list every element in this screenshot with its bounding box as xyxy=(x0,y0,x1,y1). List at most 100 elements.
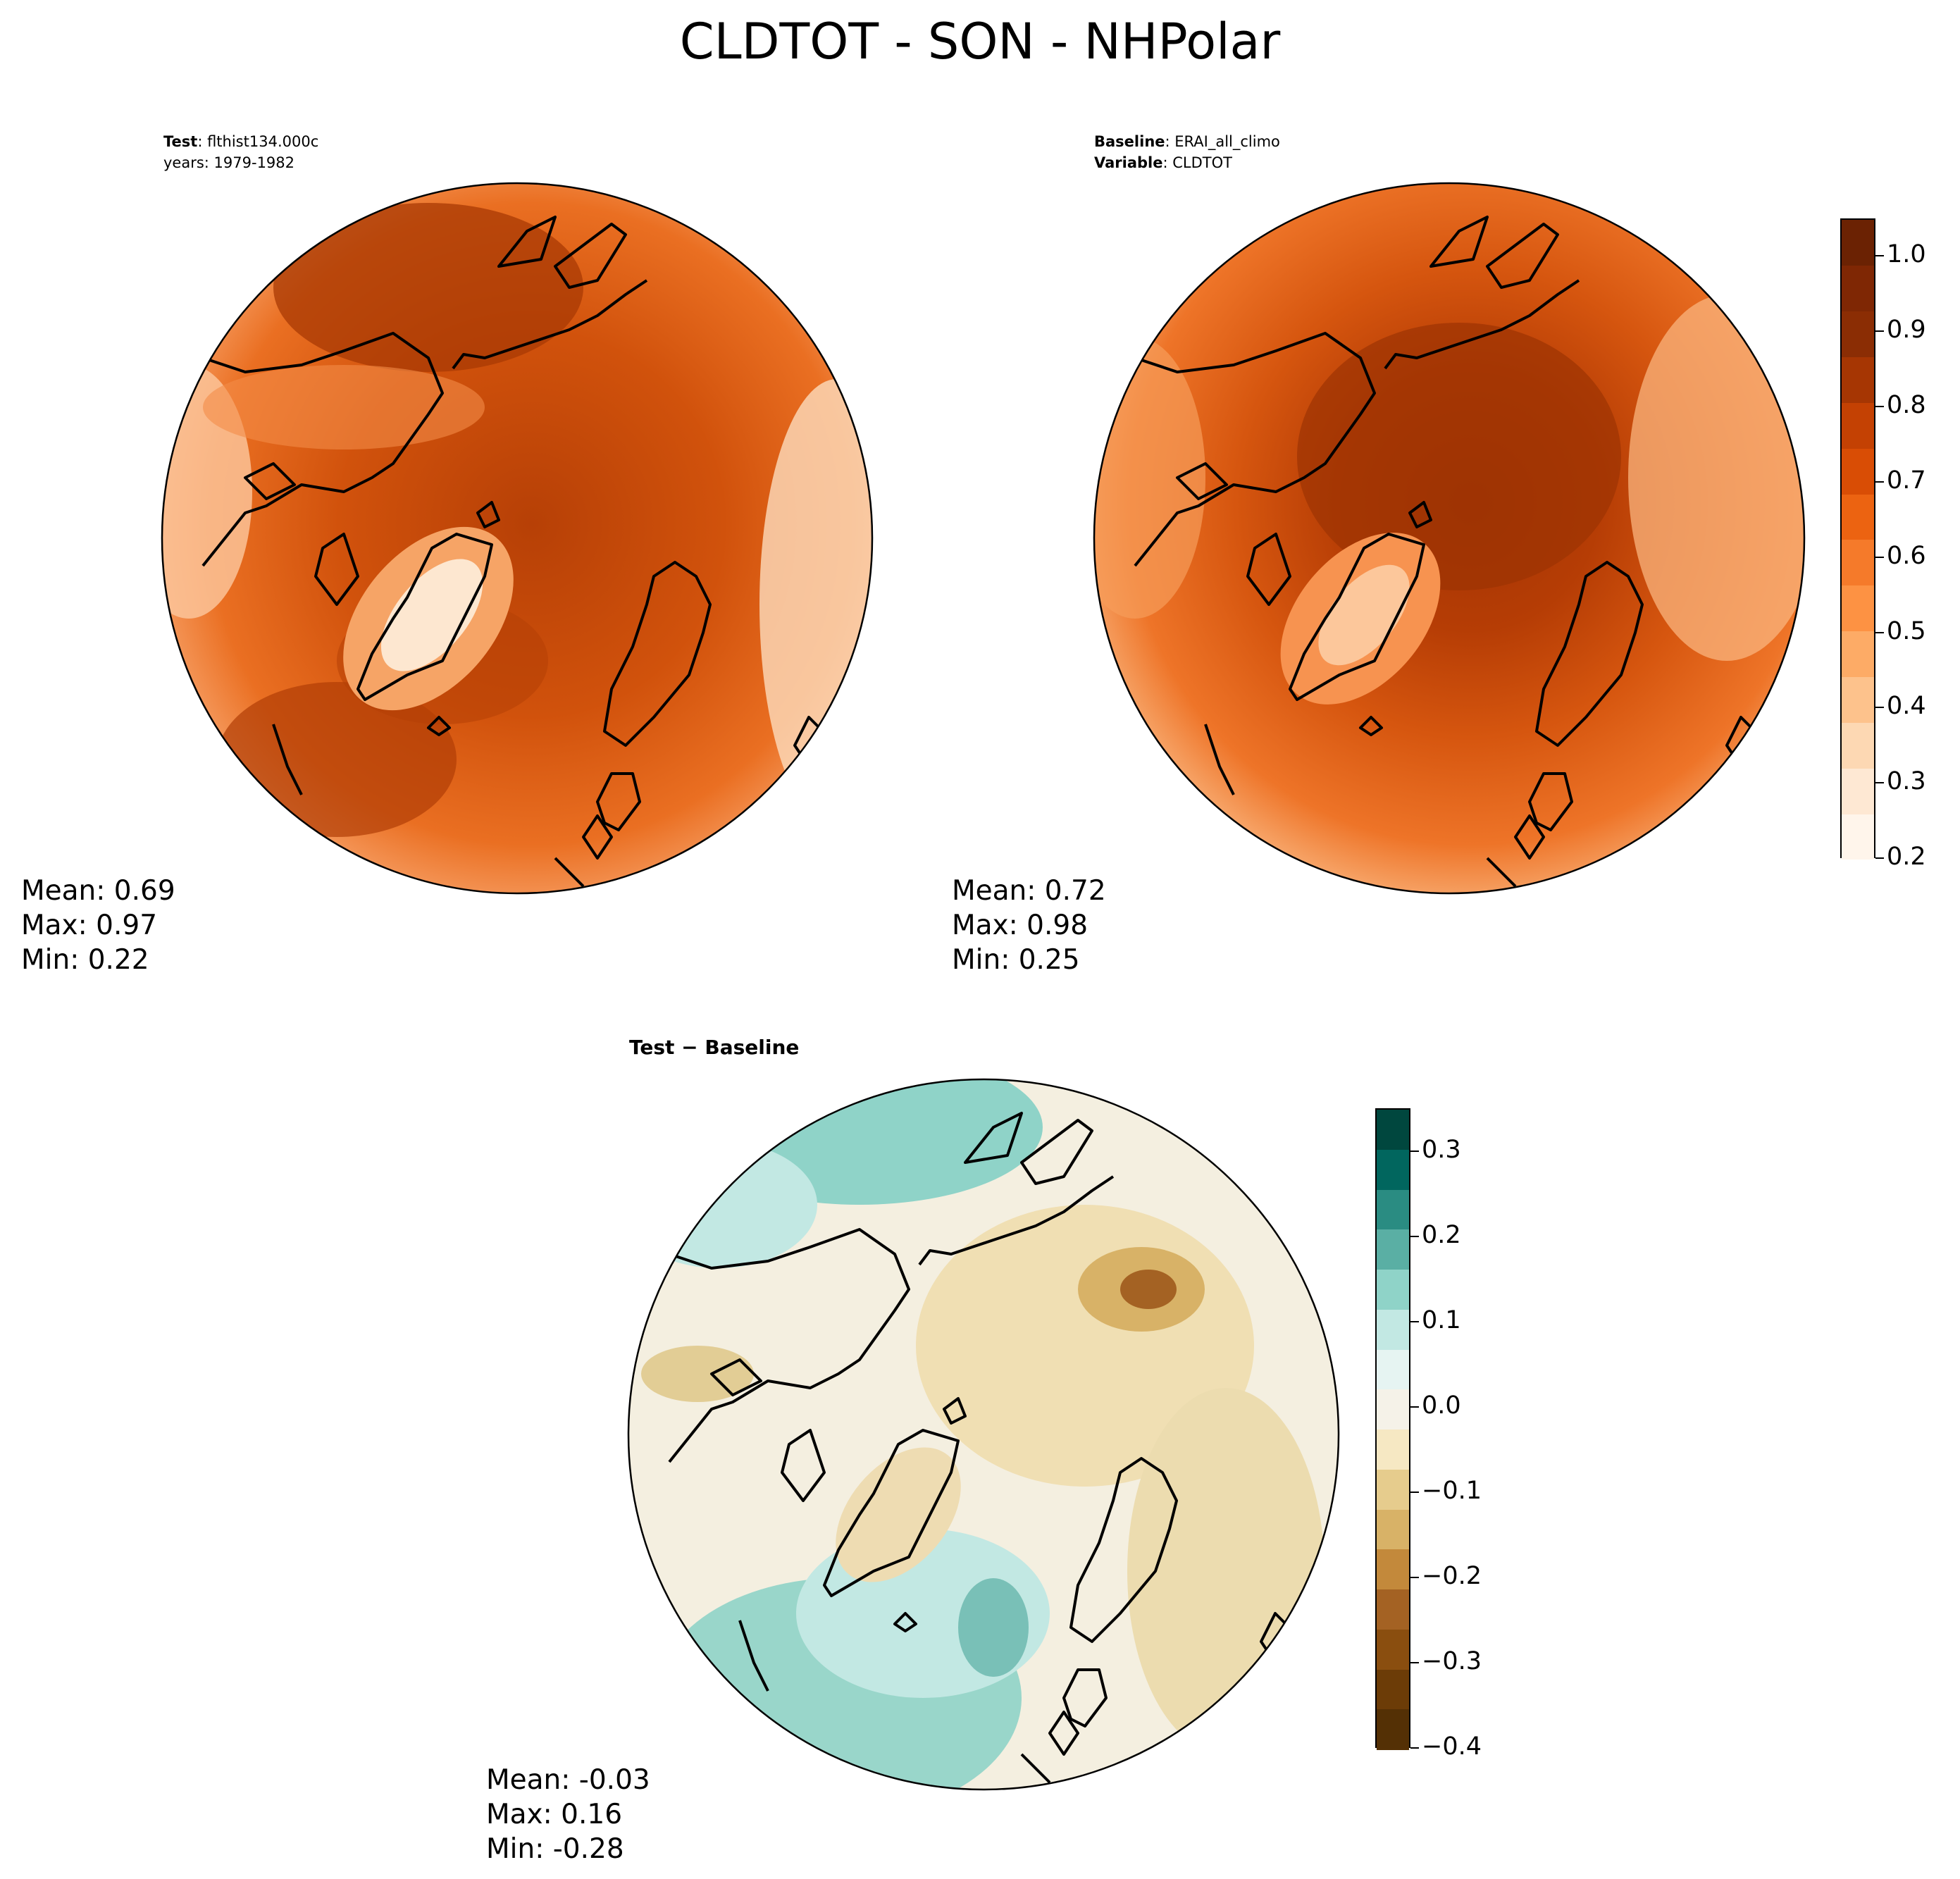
difference-positive-region xyxy=(628,1141,817,1268)
diff-colorbar-tick-label: 0.3 xyxy=(1422,1135,1461,1164)
test-coastlines xyxy=(201,216,824,888)
main-colorbar-band xyxy=(1842,402,1874,449)
main-colorbar-band xyxy=(1842,356,1874,403)
test-light-region xyxy=(203,365,485,449)
diff-colorbar-band xyxy=(1377,1629,1409,1670)
test-dark-region xyxy=(217,682,457,837)
test-greenland-min xyxy=(380,559,483,671)
baseline-dark-region xyxy=(1297,323,1621,590)
main-colorbar-tickmark xyxy=(1875,406,1884,408)
test-stats: Mean: 0.69 Max: 0.97 Min: 0.22 xyxy=(21,874,175,977)
main-colorbar-band xyxy=(1842,220,1874,266)
baseline-label-value: : ERAI_all_climo xyxy=(1165,133,1280,150)
baseline-polar-map xyxy=(1093,182,1806,895)
baseline-greenland-min xyxy=(1318,564,1410,666)
main-colorbar-tick-label: 1.0 xyxy=(1887,240,1926,269)
main-colorbar-tick-label: 0.5 xyxy=(1887,616,1926,645)
baseline-min: Min: 0.25 xyxy=(952,944,1080,976)
main-colorbar-tick-label: 0.9 xyxy=(1887,316,1926,345)
diff-colorbar-tick-label: 0.1 xyxy=(1422,1306,1461,1334)
diff-colorbar-band xyxy=(1377,1389,1409,1430)
diff-colorbar-tick-label: −0.2 xyxy=(1422,1561,1482,1590)
test-label-line: Test: flthist134.000c xyxy=(163,131,318,152)
test-min: Min: 0.22 xyxy=(21,944,149,976)
diff-colorbar-band xyxy=(1377,1549,1409,1590)
difference-colorbar xyxy=(1375,1108,1410,1750)
main-colorbar xyxy=(1840,218,1875,860)
main-colorbar-band xyxy=(1842,768,1874,814)
main-colorbar-band xyxy=(1842,448,1874,495)
diff-colorbar-tickmark xyxy=(1410,1661,1419,1663)
main-colorbar-tick-label: 0.6 xyxy=(1887,541,1926,570)
baseline-mean: Mean: 0.72 xyxy=(952,875,1106,907)
test-light-region xyxy=(759,379,872,830)
diff-colorbar-tickmark xyxy=(1410,1320,1419,1322)
main-colorbar-tick-label: 0.7 xyxy=(1887,466,1926,495)
diff-colorbar-band xyxy=(1377,1229,1409,1270)
diff-colorbar-tickmark xyxy=(1410,1747,1419,1749)
test-label-value: : flthist134.000c xyxy=(197,133,319,150)
baseline-stats: Mean: 0.72 Max: 0.98 Min: 0.25 xyxy=(952,874,1106,977)
test-years: years: 1979-1982 xyxy=(163,154,295,171)
difference-min: Min: -0.28 xyxy=(486,1833,624,1865)
difference-min-region xyxy=(1120,1270,1177,1309)
baseline-variable-line: Variable: CLDTOT xyxy=(1094,152,1280,173)
baseline-light-region xyxy=(1094,337,1205,619)
baseline-variable-value: : CLDTOT xyxy=(1162,154,1232,171)
main-colorbar-tick-label: 0.3 xyxy=(1887,767,1926,796)
baseline-light-region xyxy=(1628,294,1804,661)
main-colorbar-tickmark xyxy=(1875,707,1884,709)
diff-colorbar-band xyxy=(1377,1509,1409,1550)
diff-colorbar-band xyxy=(1377,1349,1409,1390)
test-map-border xyxy=(161,182,874,895)
diff-colorbar-band xyxy=(1377,1270,1409,1310)
diff-colorbar-tickmark xyxy=(1410,1150,1419,1152)
test-dark-region xyxy=(273,203,583,372)
difference-positive-region xyxy=(958,1578,1029,1677)
main-colorbar-band xyxy=(1842,814,1874,860)
difference-positive-region xyxy=(676,1079,1043,1205)
diff-colorbar-band xyxy=(1377,1149,1409,1190)
main-colorbar-tickmark xyxy=(1875,631,1884,633)
baseline-variable-key: Variable xyxy=(1094,154,1163,171)
diff-colorbar-tickmark xyxy=(1410,1235,1419,1237)
main-colorbar-tickmark xyxy=(1875,255,1884,257)
diff-colorbar-band xyxy=(1377,1309,1409,1350)
baseline-header: Baseline: ERAI_all_climo Variable: CLDTO… xyxy=(1094,131,1280,173)
main-colorbar-tickmark xyxy=(1875,330,1884,333)
baseline-label-key: Baseline xyxy=(1094,133,1165,150)
main-colorbar-band xyxy=(1842,585,1874,632)
baseline-label-line: Baseline: ERAI_all_climo xyxy=(1094,131,1280,152)
diff-colorbar-band xyxy=(1377,1669,1409,1710)
main-colorbar-band xyxy=(1842,265,1874,312)
difference-max: Max: 0.16 xyxy=(486,1799,623,1830)
main-colorbar-tickmark xyxy=(1875,782,1884,784)
diff-colorbar-band xyxy=(1377,1709,1409,1750)
diff-colorbar-tick-label: 0.2 xyxy=(1422,1220,1461,1249)
difference-title: Test − Baseline xyxy=(629,1036,800,1059)
diff-colorbar-tick-label: 0.0 xyxy=(1422,1391,1461,1420)
main-colorbar-band xyxy=(1842,676,1874,723)
diff-colorbar-band xyxy=(1377,1189,1409,1230)
main-colorbar-tickmark xyxy=(1875,857,1884,859)
difference-greenland xyxy=(836,1447,961,1582)
baseline-max: Max: 0.98 xyxy=(952,910,1088,941)
test-polar-map xyxy=(161,182,874,895)
main-colorbar-tick-label: 0.2 xyxy=(1887,843,1926,871)
main-colorbar-tick-label: 0.4 xyxy=(1887,692,1926,721)
diff-colorbar-tick-label: −0.1 xyxy=(1422,1476,1482,1505)
baseline-map-border xyxy=(1093,182,1806,895)
diff-colorbar-tick-label: −0.3 xyxy=(1422,1647,1482,1675)
difference-mean: Mean: -0.03 xyxy=(486,1764,650,1796)
diff-colorbar-band xyxy=(1377,1589,1409,1630)
difference-polar-map xyxy=(627,1078,1340,1791)
diff-colorbar-band xyxy=(1377,1110,1409,1151)
test-label-key: Test xyxy=(163,133,198,150)
test-mean: Mean: 0.69 xyxy=(21,875,175,907)
diff-colorbar-tickmark xyxy=(1410,1491,1419,1493)
baseline-coastlines xyxy=(1134,216,1756,888)
diff-colorbar-tickmark xyxy=(1410,1576,1419,1578)
main-colorbar-tickmark xyxy=(1875,480,1884,483)
diff-colorbar-band xyxy=(1377,1430,1409,1470)
figure-title: CLDTOT - SON - NHPolar xyxy=(679,13,1281,70)
